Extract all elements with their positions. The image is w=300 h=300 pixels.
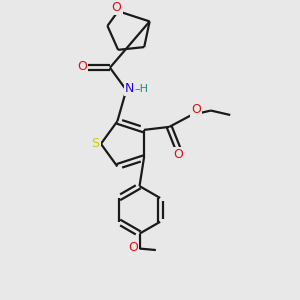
Text: O: O (77, 60, 87, 73)
Text: O: O (173, 148, 183, 161)
Text: –H: –H (135, 83, 149, 94)
Text: O: O (112, 1, 122, 14)
Text: O: O (191, 103, 201, 116)
Text: S: S (92, 137, 100, 150)
Text: O: O (128, 241, 138, 254)
Text: N: N (125, 82, 134, 95)
